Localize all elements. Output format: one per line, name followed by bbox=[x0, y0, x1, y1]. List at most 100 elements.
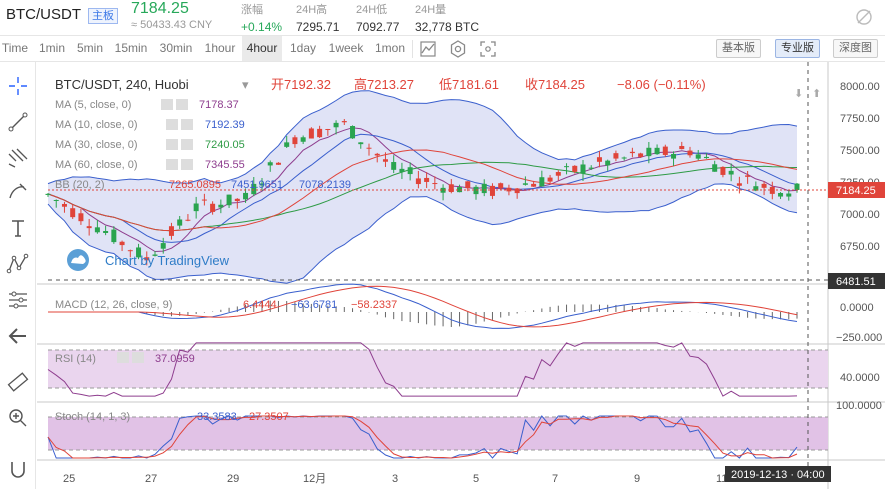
bb-fill bbox=[48, 90, 797, 284]
ohlc-change: −8.06 (−0.11%) bbox=[617, 77, 706, 92]
view-basic-button[interactable]: 基本版 bbox=[716, 39, 761, 58]
candle-body bbox=[440, 187, 446, 193]
candle-body bbox=[61, 203, 67, 207]
stoch-d-line bbox=[47, 415, 798, 459]
eye-off-icon[interactable] bbox=[855, 8, 873, 26]
macd-tick: 0.0000 bbox=[840, 302, 874, 314]
zoom-icon[interactable] bbox=[6, 406, 30, 430]
study-eye-icon[interactable] bbox=[166, 159, 178, 170]
candle-body bbox=[86, 226, 92, 229]
bollinger-bands bbox=[47, 90, 798, 284]
candle-body bbox=[78, 213, 84, 222]
candle-body bbox=[267, 162, 273, 166]
candle-body bbox=[210, 203, 216, 212]
trend-line-icon[interactable] bbox=[6, 110, 30, 134]
ohlc-high: 高7213.27 bbox=[354, 77, 414, 92]
study-ma60-name: MA (60, close, 0) bbox=[55, 159, 138, 171]
candle-body bbox=[341, 121, 347, 123]
magnet-icon[interactable] bbox=[6, 458, 30, 482]
stat-value: 7092.77 bbox=[356, 20, 400, 34]
rsi-close-icon[interactable] bbox=[132, 352, 144, 363]
study-close-icon[interactable] bbox=[181, 139, 193, 150]
candle-body bbox=[629, 151, 635, 154]
tf-15min[interactable]: 15min bbox=[114, 41, 148, 55]
tf-5min[interactable]: 5min bbox=[76, 41, 103, 55]
back-arrow-icon[interactable] bbox=[6, 324, 30, 348]
candle-body bbox=[736, 183, 742, 186]
board-tag: 主板 bbox=[88, 8, 118, 24]
view-depth-button[interactable]: 深度图 bbox=[833, 39, 878, 58]
candle-body bbox=[662, 146, 668, 155]
study-close-icon[interactable] bbox=[181, 119, 193, 130]
time-tick: 12月 bbox=[303, 473, 326, 485]
chart-type-icon[interactable] bbox=[418, 39, 438, 59]
study-close-icon[interactable] bbox=[181, 159, 193, 170]
price-axis[interactable]: 8000.00 7750.00 7500.00 7250.00 7000.00 … bbox=[836, 81, 882, 412]
watermark-text: Chart by TradingView bbox=[105, 253, 230, 268]
candle-body bbox=[728, 170, 734, 175]
ruler-icon[interactable] bbox=[6, 370, 30, 394]
collapse-up-icon[interactable]: ⬆ bbox=[812, 88, 821, 100]
time-axis[interactable]: 25 27 29 12月 3 5 7 9 11 bbox=[63, 473, 727, 485]
tf-30min[interactable]: 30min bbox=[159, 41, 193, 55]
tf-time[interactable]: Time bbox=[1, 41, 29, 55]
view-pro-button[interactable]: 专业版 bbox=[775, 39, 820, 58]
collapse-down-icon[interactable]: ⬇ bbox=[794, 88, 803, 100]
price-tick: 6750.00 bbox=[840, 241, 880, 253]
candle-body bbox=[45, 193, 51, 195]
fullscreen-icon[interactable] bbox=[478, 39, 498, 59]
candle-body bbox=[111, 229, 117, 243]
study-bb-name: BB (20, 2) bbox=[55, 179, 105, 191]
pattern-icon[interactable] bbox=[6, 252, 30, 276]
crosshair-icon[interactable] bbox=[6, 74, 30, 98]
candle-body bbox=[70, 208, 76, 218]
candle-body bbox=[646, 147, 652, 157]
study-eye-icon[interactable] bbox=[166, 139, 178, 150]
study-ma5-name: MA (5, close, 0) bbox=[55, 99, 131, 111]
rsi-value: 37.0959 bbox=[155, 353, 195, 365]
tf-4hour[interactable]: 4hour bbox=[242, 36, 282, 61]
chart-legend: BTC/USDT, 240, Huobi ▾ 开7192.32 高7213.27… bbox=[55, 77, 706, 191]
current-price-badge bbox=[828, 182, 885, 198]
candle-body bbox=[201, 199, 207, 201]
cloud-icon-shape bbox=[71, 255, 86, 264]
tf-1day[interactable]: 1day bbox=[289, 41, 317, 55]
candle-body bbox=[687, 150, 693, 156]
study-eye-icon[interactable] bbox=[166, 119, 178, 130]
tradingview-watermark[interactable]: Chart by TradingView bbox=[67, 249, 230, 271]
candle-body bbox=[119, 241, 125, 246]
price-chart[interactable]: BTC/USDT, 240, Huobi ▾ 开7192.32 高7213.27… bbox=[37, 62, 885, 489]
measure-icon[interactable] bbox=[6, 288, 30, 312]
tf-1mon[interactable]: 1mon bbox=[374, 41, 406, 55]
rsi-settings-icon[interactable] bbox=[117, 352, 129, 363]
bb-lower bbox=[47, 183, 798, 284]
study-ma10-name: MA (10, close, 0) bbox=[55, 119, 138, 131]
settings-icon[interactable] bbox=[448, 39, 468, 59]
crosshair-price-badge bbox=[828, 273, 885, 289]
ohlc-open: 开7192.32 bbox=[271, 77, 331, 92]
tf-1hour[interactable]: 1hour bbox=[204, 41, 236, 55]
text-icon[interactable] bbox=[6, 216, 30, 240]
symbol-dropdown-icon[interactable]: ▾ bbox=[242, 77, 249, 92]
stoch-name: Stoch (14, 1, 3) bbox=[55, 411, 130, 423]
fib-icon[interactable] bbox=[6, 146, 30, 170]
study-eye-icon[interactable] bbox=[161, 99, 173, 110]
price-tick: 7750.00 bbox=[840, 113, 880, 125]
study-close-icon[interactable] bbox=[176, 99, 188, 110]
stat-label: 24H高 bbox=[296, 4, 328, 16]
candle-body bbox=[177, 219, 183, 226]
candle-body bbox=[168, 226, 174, 236]
candle-body bbox=[399, 168, 405, 173]
tf-1week[interactable]: 1week bbox=[328, 41, 364, 55]
price-tick: 7000.00 bbox=[840, 209, 880, 221]
tf-1min[interactable]: 1min bbox=[38, 41, 65, 55]
macd-value-2: −63.6781 bbox=[291, 299, 337, 311]
stoch-tick: 100.0000 bbox=[836, 400, 882, 412]
candle-body bbox=[407, 167, 413, 175]
brush-icon[interactable] bbox=[6, 180, 30, 204]
candle-body bbox=[275, 162, 281, 165]
candle-body bbox=[218, 204, 224, 208]
ma-line bbox=[47, 127, 798, 253]
stat-change: 涨幅 +0.14% bbox=[241, 1, 282, 34]
macd-value-1: 6.4444 bbox=[243, 299, 277, 311]
